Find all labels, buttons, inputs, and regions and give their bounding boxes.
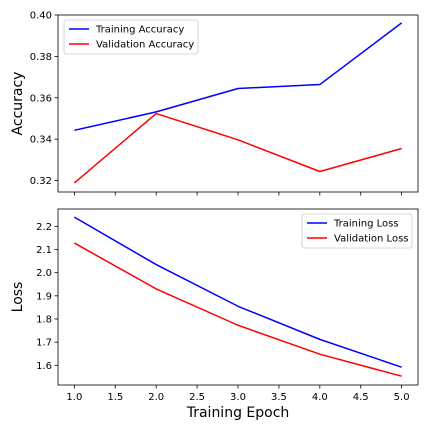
series-line-training-accuracy	[74, 22, 403, 132]
x-tick-label: 3.5	[271, 392, 287, 403]
x-tick-label: 5.0	[394, 392, 410, 403]
x-tick-label: 4.0	[312, 392, 328, 403]
x-tick-label: 2.0	[148, 392, 164, 403]
y-axis-label: Loss	[10, 282, 26, 313]
x-tick-label: 1.5	[107, 392, 123, 403]
y-tick-label: 1.7	[36, 338, 52, 349]
y-tick-label: 0.34	[30, 135, 52, 146]
chart-panel-2: 1.6 1.7 1.8 1.9 2.0 2.1 2.2 1.0 1.5 2.0 2.5 3.0 3.5 4…	[10, 208, 419, 421]
x-tick-label: 2.5	[189, 392, 205, 403]
x-tick-label: 3.0	[230, 392, 246, 403]
x-tick-label: 1.0	[66, 392, 82, 403]
legend-label: Validation Loss	[334, 234, 409, 245]
y-tick-label: 0.32	[30, 176, 52, 187]
y-tick-label: 1.9	[36, 291, 52, 302]
legend: Training Accuracy Validation Accuracy	[63, 19, 199, 55]
series-line-validation-accuracy	[73, 112, 402, 184]
legend-box	[301, 213, 413, 249]
chart-panel-1: 0.32 0.34 0.36 0.38 0.40 Accuracy Training Acc…	[10, 11, 419, 196]
legend: Training Loss Validation Loss	[301, 213, 413, 249]
series-line-validation-loss	[73, 242, 402, 377]
legend-label: Validation Accuracy	[96, 40, 194, 51]
series-line-training-loss	[73, 216, 402, 368]
legend-label: Training Loss	[333, 219, 399, 230]
y-tick-label: 0.36	[30, 93, 52, 104]
y-tick-label: 1.6	[36, 361, 52, 372]
y-tick-label: 2.0	[36, 268, 52, 279]
x-axis-label: Training Epoch	[186, 405, 290, 421]
legend-label: Training Accuracy	[95, 25, 184, 36]
y-axis-label: Accuracy	[10, 72, 26, 136]
y-tick-label: 2.1	[36, 245, 52, 256]
x-tick-label: 4.5	[353, 392, 369, 403]
y-tick-label: 0.40	[30, 11, 52, 22]
y-tick-label: 1.8	[36, 315, 52, 326]
y-tick-label: 2.2	[36, 222, 52, 233]
legend-box	[63, 19, 199, 55]
y-tick-label: 0.38	[30, 52, 52, 63]
